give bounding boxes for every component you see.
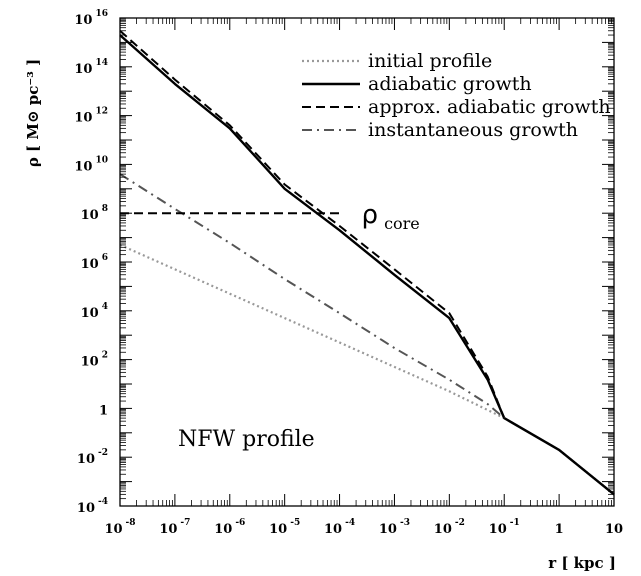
y-tick-label: 10 4 [81, 302, 108, 321]
legend-label: adiabatic growth [368, 73, 532, 95]
x-tick-label: 10 -2 [434, 518, 465, 537]
series-line-initial-profile [119, 243, 615, 496]
y-tick-label: 10 16 [74, 9, 108, 28]
x-axis-title: r [ kpc ] [548, 554, 616, 572]
nfw-profile-annotation: NFW profile [178, 427, 315, 452]
legend-label: instantaneous growth [368, 119, 578, 141]
y-tick-label: 10 8 [81, 204, 108, 223]
series-line-instantaneous-growth [119, 173, 505, 419]
y-tick-label: 10 -2 [77, 448, 108, 467]
x-tick-label: 10 -5 [269, 518, 300, 537]
y-tick-label: 10 10 [74, 155, 108, 174]
y-tick-label: 10 -4 [77, 497, 108, 516]
x-tick-label: 10 -1 [489, 518, 520, 537]
x-tick-label: 10 -8 [104, 518, 135, 537]
rho-core-label: ρ core [362, 200, 420, 233]
x-tick-label: 10 -6 [214, 518, 245, 537]
series-line-approx-adiabatic-growth [119, 30, 615, 496]
y-tick-label: 10 2 [81, 351, 108, 370]
y-tick-label: 10 6 [81, 253, 108, 272]
y-tick-label: 1 [99, 403, 108, 418]
x-tick-label: 10 -4 [324, 518, 355, 537]
legend-label: initial profile [368, 50, 492, 72]
y-tick-label: 10 14 [74, 58, 108, 77]
x-tick-label: 10 -3 [379, 518, 410, 537]
x-tick-label: 10 -7 [159, 518, 190, 537]
y-axis-title: ρ [ M⊙ pc⁻³ ] [24, 59, 42, 167]
x-tick-label: 10 [605, 522, 623, 537]
y-tick-label: 10 12 [74, 107, 108, 126]
legend-label: approx. adiabatic growth [368, 96, 611, 118]
x-tick-label: 1 [555, 522, 564, 537]
